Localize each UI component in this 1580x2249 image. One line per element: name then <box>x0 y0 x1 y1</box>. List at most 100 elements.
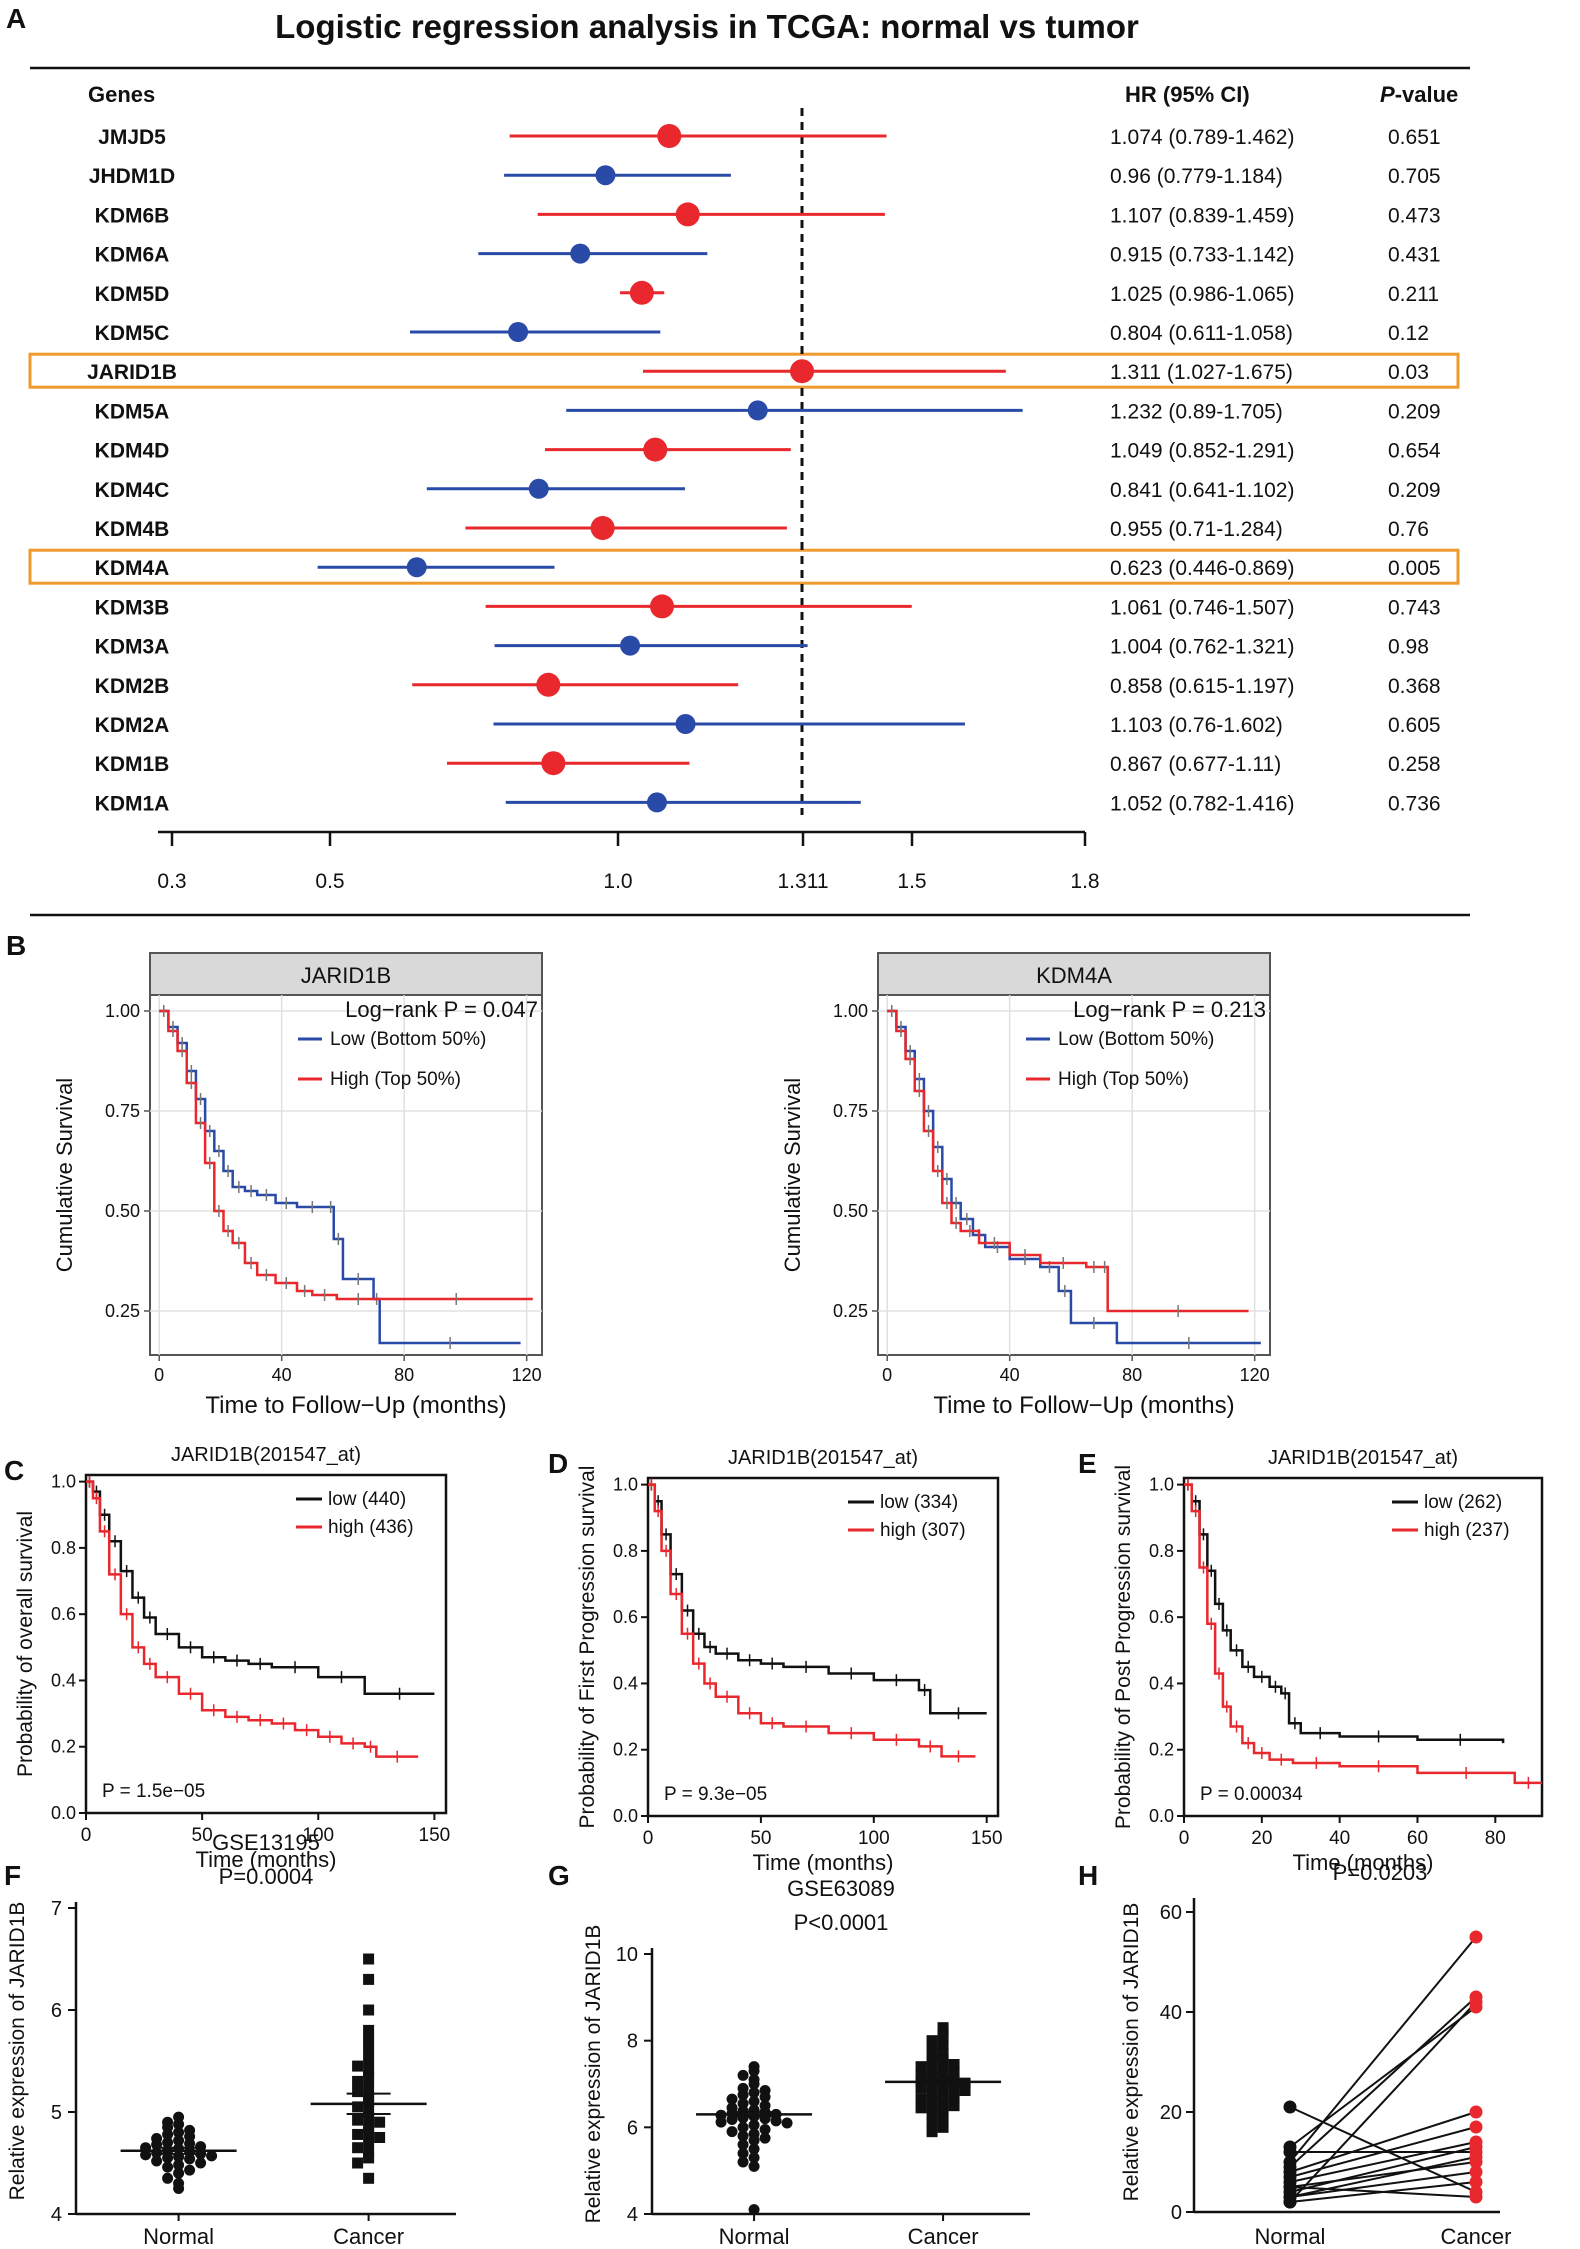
gene-label: JARID1B <box>87 361 177 384</box>
logrank-text: Log−rank P = 0.047 <box>345 997 538 1022</box>
forest-row: KDM3B 1.061 (0.746-1.507) 0.743 <box>95 594 1441 619</box>
cancer-point <box>1469 2150 1483 2164</box>
x-tick-label: 50 <box>192 1825 213 1846</box>
p-value-text: P = 0.00034 <box>1200 1784 1303 1805</box>
data-point <box>184 2138 196 2150</box>
p-value-text: 0.651 <box>1388 126 1441 149</box>
p-value-text: 0.209 <box>1388 400 1441 423</box>
gene-label: KDM4B <box>95 518 170 541</box>
y-axis-label: Relative expression of JARID1B <box>582 1925 605 2224</box>
data-point <box>726 2093 738 2105</box>
y-tick-label: 0.0 <box>1149 1806 1174 1826</box>
hr-ci-text: 0.804 (0.611-1.058) <box>1110 322 1293 345</box>
legend-label: low (440) <box>328 1489 406 1510</box>
data-point <box>926 2098 938 2109</box>
data-point <box>173 2135 185 2147</box>
forest-highlights <box>28 352 1460 585</box>
x-tick-label: 0 <box>1179 1828 1190 1849</box>
data-point <box>915 2102 927 2114</box>
y-tick-label: 4 <box>51 2204 62 2226</box>
survival-curve <box>887 1009 1261 1345</box>
data-point <box>915 2082 927 2094</box>
data-point <box>748 2119 760 2131</box>
data-point <box>363 1953 375 1965</box>
gene-label: KDM4C <box>95 479 170 502</box>
pair-line <box>1289 2141 1477 2183</box>
data-point <box>173 2159 185 2171</box>
y-axis-label: Cumulative Survival <box>52 1078 77 1272</box>
gene-label: KDM1A <box>95 792 170 815</box>
legend-label: high (436) <box>328 1517 414 1538</box>
x-tick-label: 1.5 <box>897 870 926 893</box>
pair-line <box>1289 1936 1477 2163</box>
chart-title: JARID1B(201547_at) <box>1268 1447 1458 1469</box>
panel-label-d: D <box>548 1448 568 1479</box>
gene-label: KDM3A <box>95 636 170 659</box>
hr-ci-text: 0.858 (0.615-1.197) <box>1110 675 1294 698</box>
x-tick-label: 60 <box>1407 1828 1428 1849</box>
panel-label-h: H <box>1078 1860 1098 1891</box>
data-point <box>781 2117 793 2129</box>
forest-col-hr: HR (95% CI) <box>1125 82 1250 107</box>
category-label: Cancer <box>333 2224 404 2249</box>
x-tick-label: 1.311 <box>778 870 829 893</box>
p-value-text: 0.209 <box>1388 479 1441 502</box>
y-tick-label: 0.75 <box>105 1101 140 1121</box>
gene-label: KDM6A <box>95 244 170 267</box>
x-axis-label: Time (months) <box>753 1850 894 1875</box>
hr-ci-text: 0.841 (0.641-1.102) <box>1110 479 1294 502</box>
hr-ci-text: 1.232 (0.89-1.705) <box>1110 400 1283 423</box>
data-point <box>926 2043 938 2055</box>
gene-label: KDM4D <box>95 440 170 463</box>
data-point <box>937 2095 949 2107</box>
hr-ci-text: 1.049 (0.852-1.291) <box>1110 440 1294 463</box>
y-axis-label: Probability of overall survival <box>14 1511 37 1777</box>
p-value-text: P=0.0203 <box>1333 1860 1428 1885</box>
p-value-text: 0.368 <box>1388 675 1441 698</box>
x-tick-label: 80 <box>1485 1828 1506 1849</box>
data-point <box>915 2093 927 2105</box>
data-point <box>173 2167 185 2179</box>
y-tick-label: 5 <box>51 2102 62 2124</box>
y-tick-label: 0.0 <box>51 1803 76 1823</box>
y-tick-label: 1.00 <box>833 1001 868 1021</box>
data-point <box>948 2080 960 2092</box>
p-value-text: 0.743 <box>1388 596 1441 619</box>
paired-plot: P=0.0203 0 20 40 60 Relative expression of JA… <box>1120 1860 1511 2249</box>
y-axis-label: Probability of First Progression surviva… <box>576 1466 599 1829</box>
data-point <box>363 2137 375 2149</box>
data-point <box>915 2069 927 2081</box>
hr-ci-text: 1.052 (0.782-1.416) <box>1110 792 1294 815</box>
forest-row: KDM2A 1.103 (0.76-1.602) 0.605 <box>95 714 1441 737</box>
forest-row: KDM3A 1.004 (0.762-1.321) 0.98 <box>95 635 1429 659</box>
data-point <box>173 2126 185 2138</box>
cancer-point <box>1469 2105 1483 2119</box>
legend-label: High (Top 50%) <box>1058 1069 1189 1090</box>
data-point <box>926 2108 938 2120</box>
data-point <box>363 2126 375 2138</box>
data-point <box>737 2139 749 2151</box>
data-point <box>937 2063 949 2075</box>
y-tick-label: 4 <box>627 2204 638 2226</box>
data-point <box>195 2157 207 2169</box>
y-tick-label: 1.0 <box>1149 1475 1174 1495</box>
y-axis-label: Probability of Post Progression survival <box>1112 1465 1135 1829</box>
data-point <box>915 2061 927 2073</box>
plot-frame <box>1182 1476 1544 1818</box>
data-point <box>162 2152 174 2164</box>
data-point <box>926 2089 938 2101</box>
data-point <box>737 2147 749 2159</box>
forest-row: KDM2B 0.858 (0.615-1.197) 0.368 <box>95 672 1441 698</box>
data-point <box>726 2126 738 2138</box>
legend-label: low (262) <box>1424 1492 1502 1513</box>
category-label: Cancer <box>908 2224 979 2249</box>
data-point <box>737 2121 749 2133</box>
y-axis-label: Relative expression of JARID1B <box>6 1902 29 2201</box>
category-label: Normal <box>719 2224 790 2249</box>
data-point <box>363 2045 375 2057</box>
x-tick-label: 150 <box>971 1828 1003 1849</box>
data-point <box>937 2030 949 2042</box>
hr-point <box>406 557 427 578</box>
data-point <box>374 2132 386 2143</box>
